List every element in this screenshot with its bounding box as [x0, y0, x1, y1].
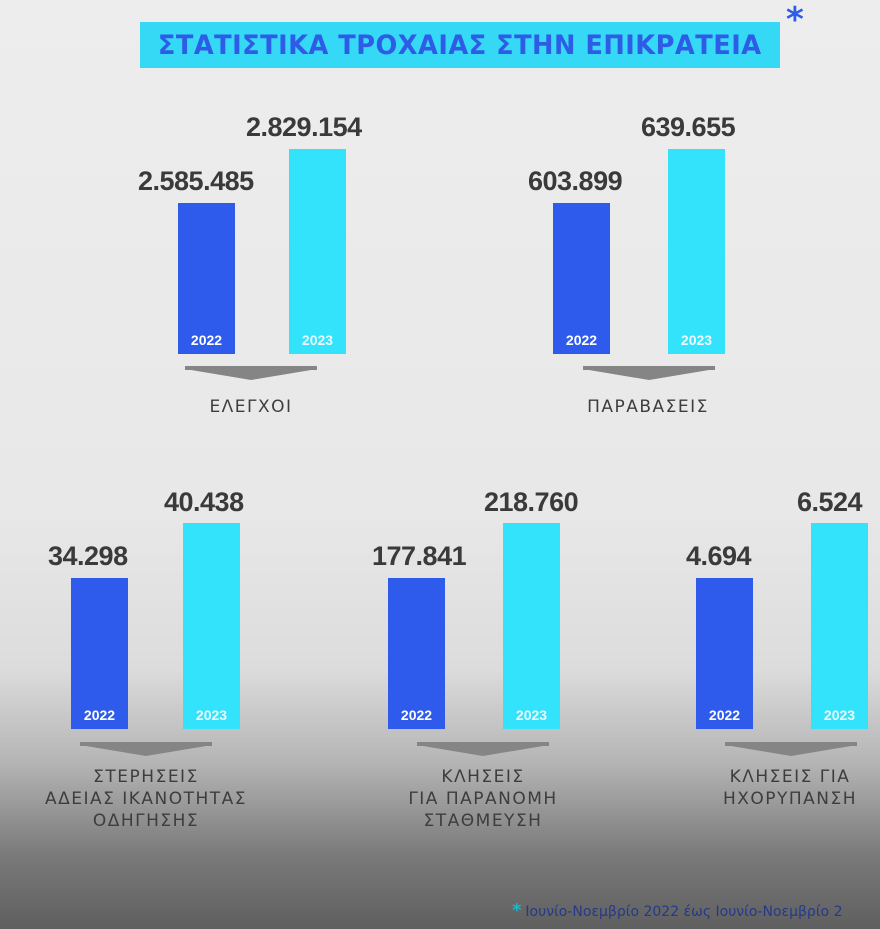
bar-2022: 2022 [696, 578, 753, 729]
down-arrow-icon [185, 369, 317, 380]
value-2022: 603.899 [528, 166, 623, 196]
bar-year-label: 2023 [823, 707, 856, 723]
bar-2022: 2022 [553, 203, 610, 354]
category-label: ΚΛΗΣΕΙΣ ΓΙΑ ΗΧΟΡΥΠΑΝΣΗ [722, 767, 858, 809]
category-label: ΚΛΗΣΕΙΣ ΓΙΑ ΠΑΡΑΝΟΜΗ ΣΤΑΘΜΕΥΣΗ [408, 767, 558, 831]
bar-year-label: 2023 [515, 707, 548, 723]
down-arrow-icon [725, 745, 857, 756]
value-2023: 40.438 [164, 487, 244, 517]
bar-year-label: 2023 [680, 332, 713, 348]
bar-year-label: 2023 [195, 707, 228, 723]
bar-year-label: 2022 [565, 332, 598, 348]
divider [583, 366, 715, 370]
value-2022: 2.585.485 [138, 166, 254, 196]
down-arrow-icon [583, 369, 715, 380]
bar-year-label: 2023 [301, 332, 334, 348]
value-2023: 639.655 [641, 112, 736, 142]
bar-year-label: 2022 [708, 707, 741, 723]
divider [417, 742, 549, 746]
bar-2023: 2023 [668, 149, 725, 354]
bar-year-label: 2022 [83, 707, 116, 723]
bar-2022: 2022 [178, 203, 235, 354]
value-2023: 2.829.154 [246, 112, 362, 142]
down-arrow-icon [417, 745, 549, 756]
value-2022: 4.694 [686, 541, 752, 571]
title-banner: ΣΤΑΤΙΣΤΙΚΑ ΤΡΟΧΑΙΑΣ ΣΤΗΝ ΕΠΙΚΡΑΤΕΙΑ [140, 22, 780, 68]
page-title: ΣΤΑΤΙΣΤΙΚΑ ΤΡΟΧΑΙΑΣ ΣΤΗΝ ΕΠΙΚΡΑΤΕΙΑ [158, 29, 762, 61]
bar-2023: 2023 [289, 149, 346, 354]
asterisk-icon: * [786, 0, 804, 40]
divider [185, 366, 317, 370]
bar-2023: 2023 [183, 523, 240, 729]
bar-2023: 2023 [503, 523, 560, 729]
bar-year-label: 2022 [190, 332, 223, 348]
footnote-text: Ιουνίο-Νοεμβρίο 2022 έως Ιουνίο-Νοεμβρίο… [525, 904, 843, 920]
bar-2022: 2022 [71, 578, 128, 729]
value-2022: 177.841 [372, 541, 467, 571]
bar-year-label: 2022 [400, 707, 433, 723]
category-label: ΕΛΕΓΧΟΙ [209, 397, 293, 417]
bar-2022: 2022 [388, 578, 445, 729]
category-label: ΣΤΕΡΗΣΕΙΣ ΑΔΕΙΑΣ ΙΚΑΝΟΤΗΤΑΣ ΟΔΗΓΗΣΗΣ [44, 767, 248, 831]
divider [80, 742, 212, 746]
value-2023: 218.760 [484, 487, 579, 517]
value-2022: 34.298 [48, 541, 128, 571]
category-label: ΠΑΡΑΒΑΣΕΙΣ [587, 397, 709, 417]
divider [725, 742, 857, 746]
footnote: * Ιουνίο-Νοεμβρίο 2022 έως Ιουνίο-Νοεμβρί… [512, 900, 842, 921]
down-arrow-icon [80, 745, 212, 756]
value-2023: 6.524 [797, 487, 863, 517]
bar-2023: 2023 [811, 523, 868, 729]
asterisk-icon: * [512, 900, 522, 921]
